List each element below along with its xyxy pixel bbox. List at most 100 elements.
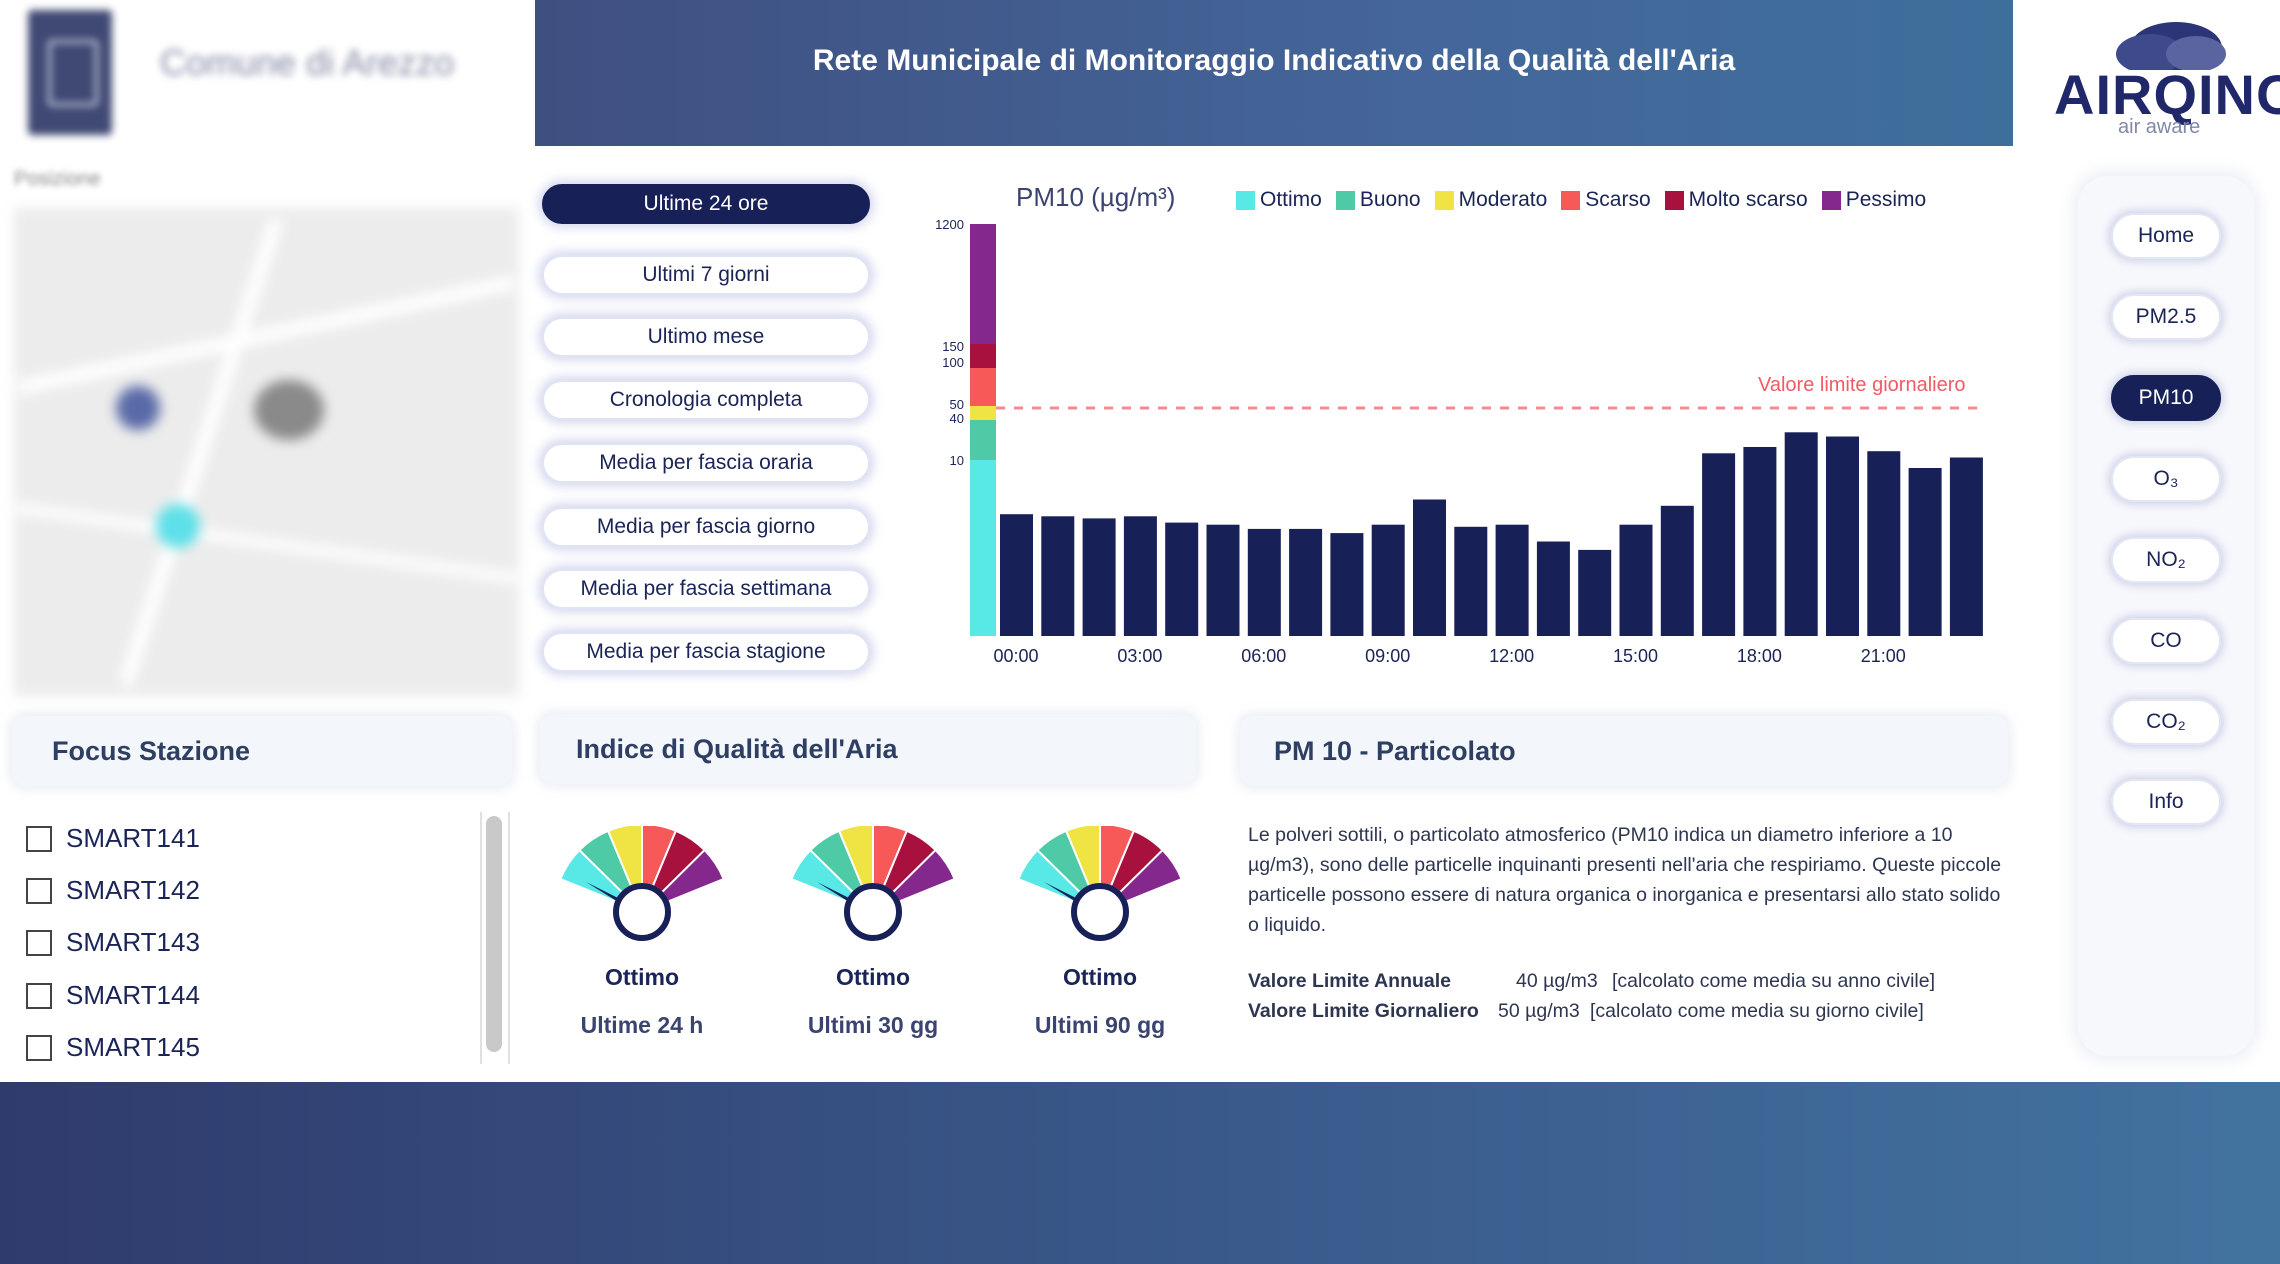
footer-banner: [0, 1082, 2280, 1264]
station-map[interactable]: [14, 208, 519, 696]
pm10-bar[interactable]: [1743, 447, 1777, 636]
x-tick-label: 12:00: [1489, 646, 1534, 666]
period-button-daily-average[interactable]: Media per fascia giorno: [542, 507, 870, 547]
legend-item-moderato: Moderato: [1434, 188, 1547, 212]
pm10-bar[interactable]: [1949, 457, 1983, 637]
gauge-period-24h: Ultime 24 h: [580, 1012, 704, 1038]
legend-item-molto-scarso: Molto scarso: [1664, 188, 1808, 212]
pm10-bar[interactable]: [1867, 451, 1901, 636]
daily-limit-row: Valore Limite Giornaliero 50 µg/m3 [calc…: [1248, 1000, 1924, 1023]
pm10-bar[interactable]: [1247, 528, 1281, 636]
pollutant-description: Le polveri sottili, o particolato atmosf…: [1248, 824, 2002, 936]
pm10-bar[interactable]: [1041, 516, 1075, 636]
pm10-bar[interactable]: [1082, 518, 1116, 636]
x-tick-label: 18:00: [1737, 646, 1782, 666]
limit-label: Valore limite giornaliero: [1758, 374, 1966, 396]
station-checkbox[interactable]: [26, 825, 52, 852]
station-item-smart143[interactable]: SMART143: [26, 927, 200, 958]
station-list-scrollbar[interactable]: [480, 812, 510, 1064]
gauge-status-90d: Ottimo: [1062, 964, 1138, 990]
nav-info[interactable]: Info: [2111, 779, 2221, 825]
period-button-last-24h[interactable]: Ultime 24 ore: [542, 184, 870, 224]
pm10-bar[interactable]: [1413, 499, 1446, 637]
annual-limit-value: 40 µg/m3: [1516, 970, 1598, 992]
pollutant-title: PM 10 - Particolato: [1274, 735, 1516, 766]
period-button-last-month[interactable]: Ultimo mese: [542, 317, 870, 357]
gauge-hub: [844, 883, 902, 941]
pm10-bar[interactable]: [1702, 453, 1736, 636]
chart-title: PM10 (µg/m³): [1016, 182, 1176, 212]
pollutant-header: PM 10 - Particolato: [1240, 716, 2008, 786]
station-list-scroll-thumb[interactable]: [486, 816, 502, 1052]
gauge-period-30d: Ultimi 30 gg: [807, 1012, 939, 1038]
gauge-hub: [1071, 883, 1129, 941]
legend-item-ottimo: Ottimo: [1236, 188, 1322, 212]
pm10-bar[interactable]: [1454, 526, 1488, 636]
chart-legend: Ottimo Buono Moderato Scarso Molto scars…: [1236, 188, 1926, 212]
focus-station-title: Focus Stazione: [52, 735, 251, 766]
period-button-last-7-days[interactable]: Ultimi 7 giorni: [542, 255, 870, 295]
station-item-smart141[interactable]: SMART141: [26, 823, 200, 854]
map-title: Posizione: [14, 168, 101, 190]
station-checkbox[interactable]: [26, 877, 52, 904]
station-checkbox[interactable]: [26, 982, 52, 1009]
brand-name: AIRQINO: [2054, 63, 2280, 126]
legend-item-buono: Buono: [1335, 188, 1421, 212]
scale-band-moderato: [970, 406, 996, 420]
pm10-bar[interactable]: [1123, 516, 1157, 636]
y-tick-label: 10: [950, 453, 964, 468]
pm10-bar[interactable]: [1495, 524, 1529, 636]
station-item-smart142[interactable]: SMART142: [26, 875, 200, 906]
pm10-bar[interactable]: [1619, 524, 1653, 636]
nav-co[interactable]: CO: [2111, 618, 2221, 664]
pm10-bar[interactable]: [1000, 514, 1033, 636]
aqi-gauge-30d: [790, 826, 956, 941]
scale-band-pessimo: [970, 224, 996, 344]
station-item-smart144[interactable]: SMART144: [26, 980, 200, 1011]
nav-co2[interactable]: CO₂: [2111, 699, 2221, 745]
nav-o3[interactable]: O₃: [2111, 456, 2221, 502]
nav-home[interactable]: Home: [2111, 213, 2221, 259]
page-title: Rete Municipale di Monitoraggio Indicati…: [812, 44, 1736, 77]
gauge-status-24h: Ottimo: [604, 964, 680, 990]
x-tick-label: 03:00: [1117, 646, 1162, 666]
pm10-bar[interactable]: [1165, 522, 1199, 636]
period-button-seasonal-average[interactable]: Media per fascia stagione: [542, 632, 870, 672]
y-tick-label: 150: [942, 339, 964, 354]
municipality-logo: [28, 10, 112, 135]
pm10-bar[interactable]: [1784, 432, 1818, 636]
aqi-title: Indice di Qualità dell'Aria: [576, 733, 898, 764]
nav-pm25[interactable]: PM2.5: [2111, 294, 2221, 340]
period-button-hourly-average[interactable]: Media per fascia oraria: [542, 443, 870, 483]
x-tick-label: 21:00: [1861, 646, 1906, 666]
aqi-header: Indice di Qualità dell'Aria: [540, 714, 1196, 784]
gauge-status-30d: Ottimo: [835, 964, 911, 990]
period-button-weekly-average[interactable]: Media per fascia settimana: [542, 569, 870, 609]
gauge-hub: [613, 883, 671, 941]
station-item-smart145[interactable]: SMART145: [26, 1032, 200, 1063]
pm10-bar[interactable]: [1371, 524, 1405, 636]
scale-band-buono: [970, 420, 996, 460]
x-tick-label: 15:00: [1613, 646, 1658, 666]
pm10-bar[interactable]: [1206, 524, 1240, 636]
pm10-bar[interactable]: [1289, 528, 1323, 636]
cloud-icon: [2116, 22, 2226, 70]
period-button-full-history[interactable]: Cronologia completa: [542, 380, 870, 420]
annual-limit-note: [calcolato come media su anno civile]: [1612, 970, 1935, 992]
pm10-bar[interactable]: [1826, 436, 1859, 637]
aqi-gauge-90d: [1017, 826, 1183, 941]
pm10-bar[interactable]: [1908, 468, 1942, 636]
station-checkbox[interactable]: [26, 929, 52, 956]
station-checkbox[interactable]: [26, 1034, 52, 1061]
pm10-bar[interactable]: [1578, 549, 1612, 636]
pm10-bar[interactable]: [1660, 505, 1694, 636]
aqi-gauge-24h: [559, 826, 725, 941]
pm10-bar[interactable]: [1536, 541, 1570, 637]
brand-logo: AIRQINO air aware: [2040, 10, 2280, 140]
nav-pm10[interactable]: PM10: [2111, 375, 2221, 421]
scale-band-molto-scarso: [970, 344, 996, 368]
nav-no2[interactable]: NO₂: [2111, 537, 2221, 583]
x-tick-label: 06:00: [1241, 646, 1286, 666]
annual-limit-row: Valore Limite Annuale 40 µg/m3 [calcolat…: [1248, 970, 1935, 993]
pm10-bar[interactable]: [1330, 533, 1364, 636]
